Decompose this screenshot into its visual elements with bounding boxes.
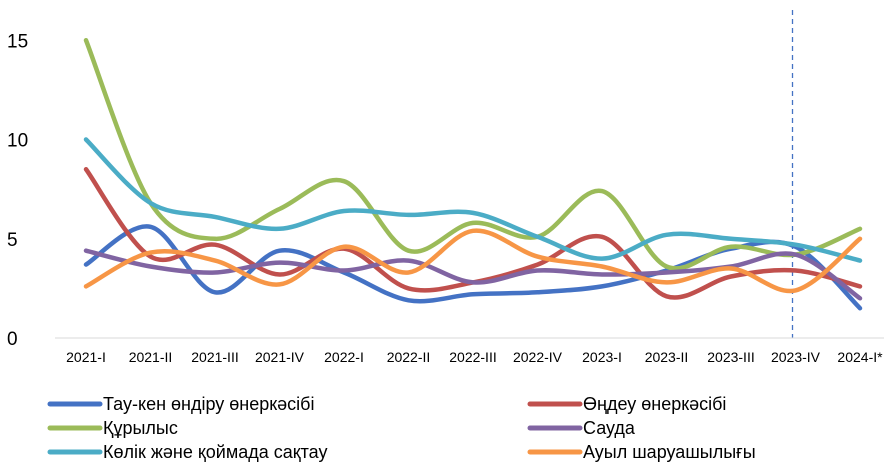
series-line-3 <box>83 38 863 271</box>
y-tick-label: 10 <box>7 131 28 152</box>
x-tick-label: 2022-III <box>449 349 496 365</box>
y-tick-label: 5 <box>7 230 18 251</box>
series-line-6 <box>83 228 863 294</box>
x-tick-label: 2022-II <box>387 349 431 365</box>
x-tick-label: 2024-I* <box>837 349 883 365</box>
x-tick-label: 2023-II <box>645 349 689 365</box>
series-line-5 <box>83 137 863 263</box>
x-axis: 2021-I 2021-II 2021-III 2021-IV 2022-I 2022-I… <box>55 337 884 365</box>
y-axis: 0 5 10 15 <box>7 31 28 350</box>
x-tick-label: 2021-IV <box>255 349 305 365</box>
legend-label: Өңдеу өнеркәсібі <box>583 394 726 414</box>
x-tick-label: 2023-I <box>582 349 622 365</box>
x-tick-label: 2021-III <box>191 349 238 365</box>
legend-label: Тау-кен өндіру өнеркәсібі <box>103 394 314 414</box>
x-tick-label: 2022-I <box>324 349 364 365</box>
series-line-2 <box>83 167 863 300</box>
legend: Тау-кен өндіру өнеркәсібі Өңдеу өнеркәсіб… <box>47 394 756 462</box>
x-tick-label: 2021-II <box>129 349 173 365</box>
legend-label: Құрылыс <box>103 418 178 438</box>
plot-area <box>83 10 863 338</box>
x-tick-label: 2023-III <box>707 349 754 365</box>
legend-label: Көлік және қоймада сақтау <box>103 442 327 462</box>
legend-label: Сауда <box>583 418 636 438</box>
y-tick-label: 0 <box>7 329 18 350</box>
x-tick-label: 2021-I <box>66 349 106 365</box>
x-tick-label: 2022-IV <box>513 349 563 365</box>
x-tick-label: 2023-IV <box>771 349 821 365</box>
legend-label: Ауыл шаруашылығы <box>583 442 756 462</box>
y-tick-label: 15 <box>7 31 28 52</box>
